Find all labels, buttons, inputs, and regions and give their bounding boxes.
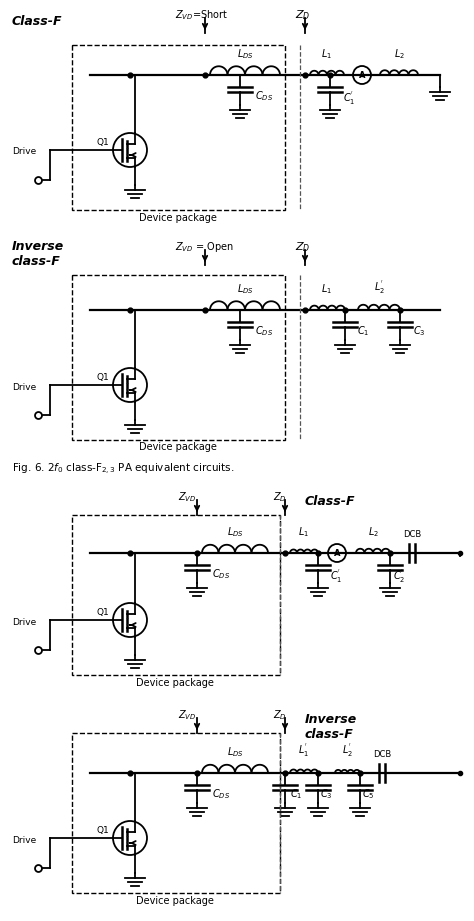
Text: $Z_D$: $Z_D$ bbox=[273, 708, 287, 722]
Text: $L_{DS}$: $L_{DS}$ bbox=[237, 282, 254, 296]
Text: Fig. 6. $2f_0$ class-F$_{2,3}$ PA equivalent circuits.: Fig. 6. $2f_0$ class-F$_{2,3}$ PA equiva… bbox=[12, 462, 234, 477]
Bar bbox=[72, 275, 285, 440]
Bar bbox=[72, 45, 285, 210]
Text: $C_2^{'}$: $C_2^{'}$ bbox=[393, 567, 405, 585]
Text: DCB: DCB bbox=[373, 750, 391, 759]
Text: $C_{DS}$: $C_{DS}$ bbox=[255, 324, 273, 338]
Text: $C_1^{'}$: $C_1^{'}$ bbox=[343, 89, 356, 107]
Text: $Z_{VD}$=Short: $Z_{VD}$=Short bbox=[175, 8, 228, 22]
Text: A: A bbox=[359, 71, 365, 79]
Text: $C_1$: $C_1$ bbox=[357, 324, 369, 338]
Text: $L_{DS}$: $L_{DS}$ bbox=[227, 745, 243, 759]
Text: Drive: Drive bbox=[12, 382, 36, 391]
Text: $C_3$: $C_3$ bbox=[413, 324, 426, 338]
Text: $Z_D$: $Z_D$ bbox=[295, 8, 310, 22]
Text: A: A bbox=[334, 549, 340, 557]
Text: class-F: class-F bbox=[12, 255, 61, 268]
Text: $C_1^{'}$: $C_1^{'}$ bbox=[330, 567, 342, 585]
Text: $L_2^{'}$: $L_2^{'}$ bbox=[374, 278, 384, 296]
Text: Device package: Device package bbox=[139, 442, 217, 452]
Text: $C_{DS}$: $C_{DS}$ bbox=[255, 89, 273, 103]
Text: $L_1^{'}$: $L_1^{'}$ bbox=[299, 741, 310, 759]
Text: $C_1$: $C_1$ bbox=[290, 787, 302, 800]
Text: $L_1$: $L_1$ bbox=[321, 282, 333, 296]
Text: Drive: Drive bbox=[12, 617, 36, 626]
Text: Drive: Drive bbox=[12, 835, 36, 845]
Text: Q1: Q1 bbox=[97, 373, 110, 382]
Text: $L_2^{'}$: $L_2^{'}$ bbox=[341, 741, 353, 759]
Text: $L_{DS}$: $L_{DS}$ bbox=[227, 525, 243, 539]
Text: $C_{DS}$: $C_{DS}$ bbox=[212, 787, 230, 800]
Text: $Z_{VD}$: $Z_{VD}$ bbox=[178, 490, 196, 504]
Text: $L_1$: $L_1$ bbox=[321, 47, 333, 61]
Text: $C_{DS}$: $C_{DS}$ bbox=[212, 567, 230, 581]
Text: $C_3$: $C_3$ bbox=[320, 787, 333, 800]
Text: class-F: class-F bbox=[305, 728, 354, 741]
Text: Class-F: Class-F bbox=[12, 15, 63, 28]
Text: $Z_{VD}$: $Z_{VD}$ bbox=[178, 708, 196, 722]
Text: Device package: Device package bbox=[136, 896, 214, 906]
Text: Inverse: Inverse bbox=[305, 713, 357, 726]
Text: $L_2$: $L_2$ bbox=[393, 47, 404, 61]
Text: $L_{DS}$: $L_{DS}$ bbox=[237, 47, 254, 61]
Text: Class-F: Class-F bbox=[305, 495, 356, 508]
Text: $L_1$: $L_1$ bbox=[299, 525, 310, 539]
Text: Drive: Drive bbox=[12, 147, 36, 157]
Text: DCB: DCB bbox=[403, 530, 421, 539]
Bar bbox=[72, 733, 280, 893]
Text: $Z_D$: $Z_D$ bbox=[295, 240, 310, 254]
Text: Q1: Q1 bbox=[97, 826, 110, 835]
Text: $L_2$: $L_2$ bbox=[367, 525, 379, 539]
Text: Q1: Q1 bbox=[97, 608, 110, 617]
Text: Device package: Device package bbox=[136, 678, 214, 688]
Text: Device package: Device package bbox=[139, 213, 217, 223]
Text: $C_5$: $C_5$ bbox=[362, 787, 374, 800]
Text: Q1: Q1 bbox=[97, 138, 110, 147]
Text: $Z_D$: $Z_D$ bbox=[273, 490, 287, 504]
Text: Inverse: Inverse bbox=[12, 240, 64, 253]
Bar bbox=[72, 515, 280, 675]
Text: $Z_{VD}$ = Open: $Z_{VD}$ = Open bbox=[175, 240, 234, 254]
